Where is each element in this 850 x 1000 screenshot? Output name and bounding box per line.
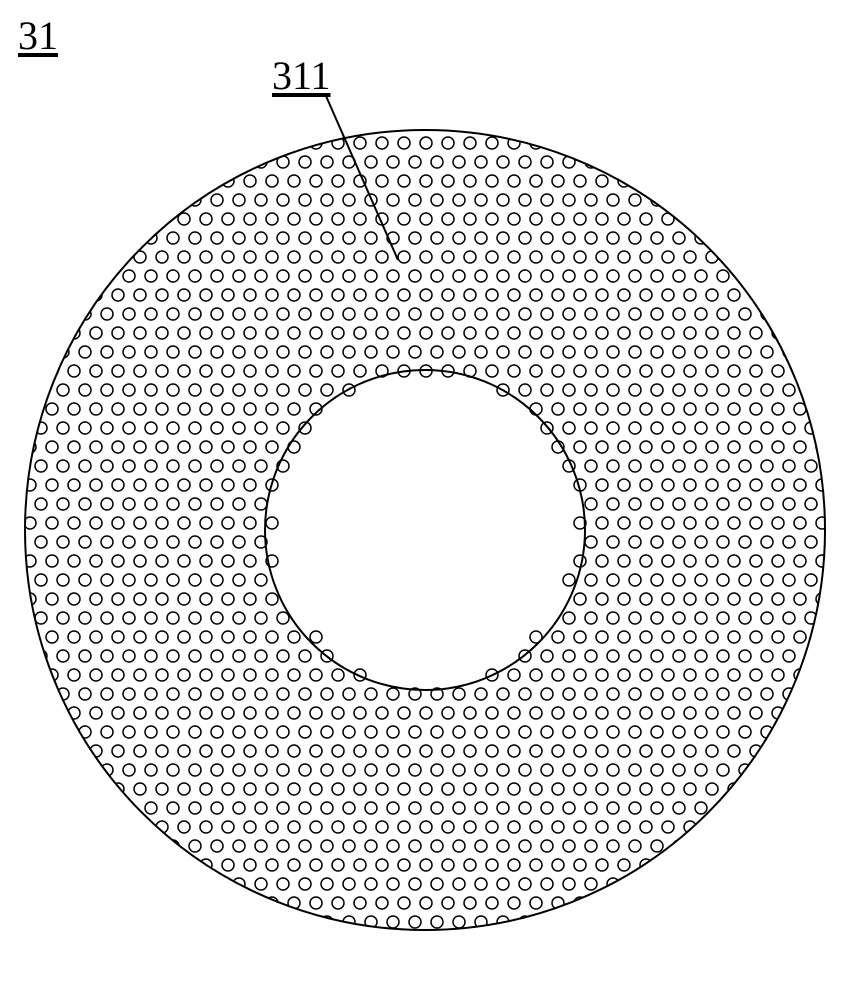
perforated-annulus-diagram	[0, 0, 850, 1000]
figure-stage: 31 311	[0, 0, 850, 1000]
